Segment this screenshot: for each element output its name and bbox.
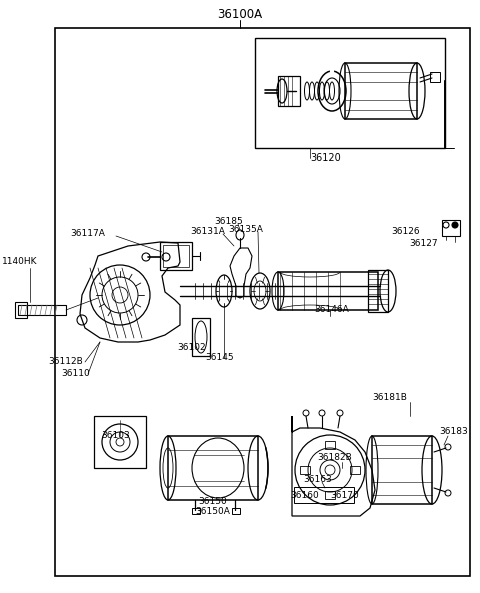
Circle shape <box>452 222 458 228</box>
Text: 36183: 36183 <box>440 428 468 436</box>
Bar <box>430 72 440 82</box>
Bar <box>345 63 417 119</box>
Text: 36182B: 36182B <box>318 454 352 463</box>
Bar <box>163 245 189 267</box>
Text: 36181B: 36181B <box>372 394 408 403</box>
Bar <box>368 270 388 312</box>
Bar <box>18 305 66 315</box>
Text: 36103: 36103 <box>102 432 131 441</box>
Text: 36112B: 36112B <box>48 358 84 366</box>
Bar <box>294 487 354 503</box>
Text: 1140HK: 1140HK <box>2 257 38 266</box>
Bar <box>372 436 432 504</box>
Bar <box>278 272 378 310</box>
Text: 36102: 36102 <box>178 343 206 352</box>
Bar <box>168 436 258 500</box>
Text: 36163: 36163 <box>304 476 332 484</box>
Text: 36110: 36110 <box>61 369 90 378</box>
Text: 36146A: 36146A <box>314 305 349 314</box>
Bar <box>278 76 300 106</box>
Bar <box>15 302 27 318</box>
Text: 36185: 36185 <box>215 218 243 227</box>
Text: 36150A: 36150A <box>195 508 230 517</box>
Bar <box>325 441 335 449</box>
Text: 36120: 36120 <box>311 153 341 163</box>
Bar <box>442 220 460 236</box>
Bar <box>94 416 146 468</box>
Bar <box>55 28 470 576</box>
Bar <box>192 508 200 514</box>
Bar <box>325 491 335 499</box>
Bar <box>232 508 240 514</box>
Text: 36117A: 36117A <box>71 229 106 238</box>
Text: 36100A: 36100A <box>217 8 263 21</box>
Bar <box>300 466 310 474</box>
Text: 36127: 36127 <box>410 240 438 248</box>
Text: 36131A: 36131A <box>191 228 226 237</box>
Text: 36145: 36145 <box>206 353 234 362</box>
Bar <box>192 318 210 356</box>
Text: 36150: 36150 <box>199 498 228 506</box>
Bar <box>255 38 445 148</box>
Text: 36170: 36170 <box>331 490 360 499</box>
Bar <box>160 242 192 270</box>
Text: 36126: 36126 <box>392 228 420 237</box>
Text: 36135A: 36135A <box>228 225 264 234</box>
Bar <box>350 466 360 474</box>
Text: 36160: 36160 <box>290 490 319 499</box>
